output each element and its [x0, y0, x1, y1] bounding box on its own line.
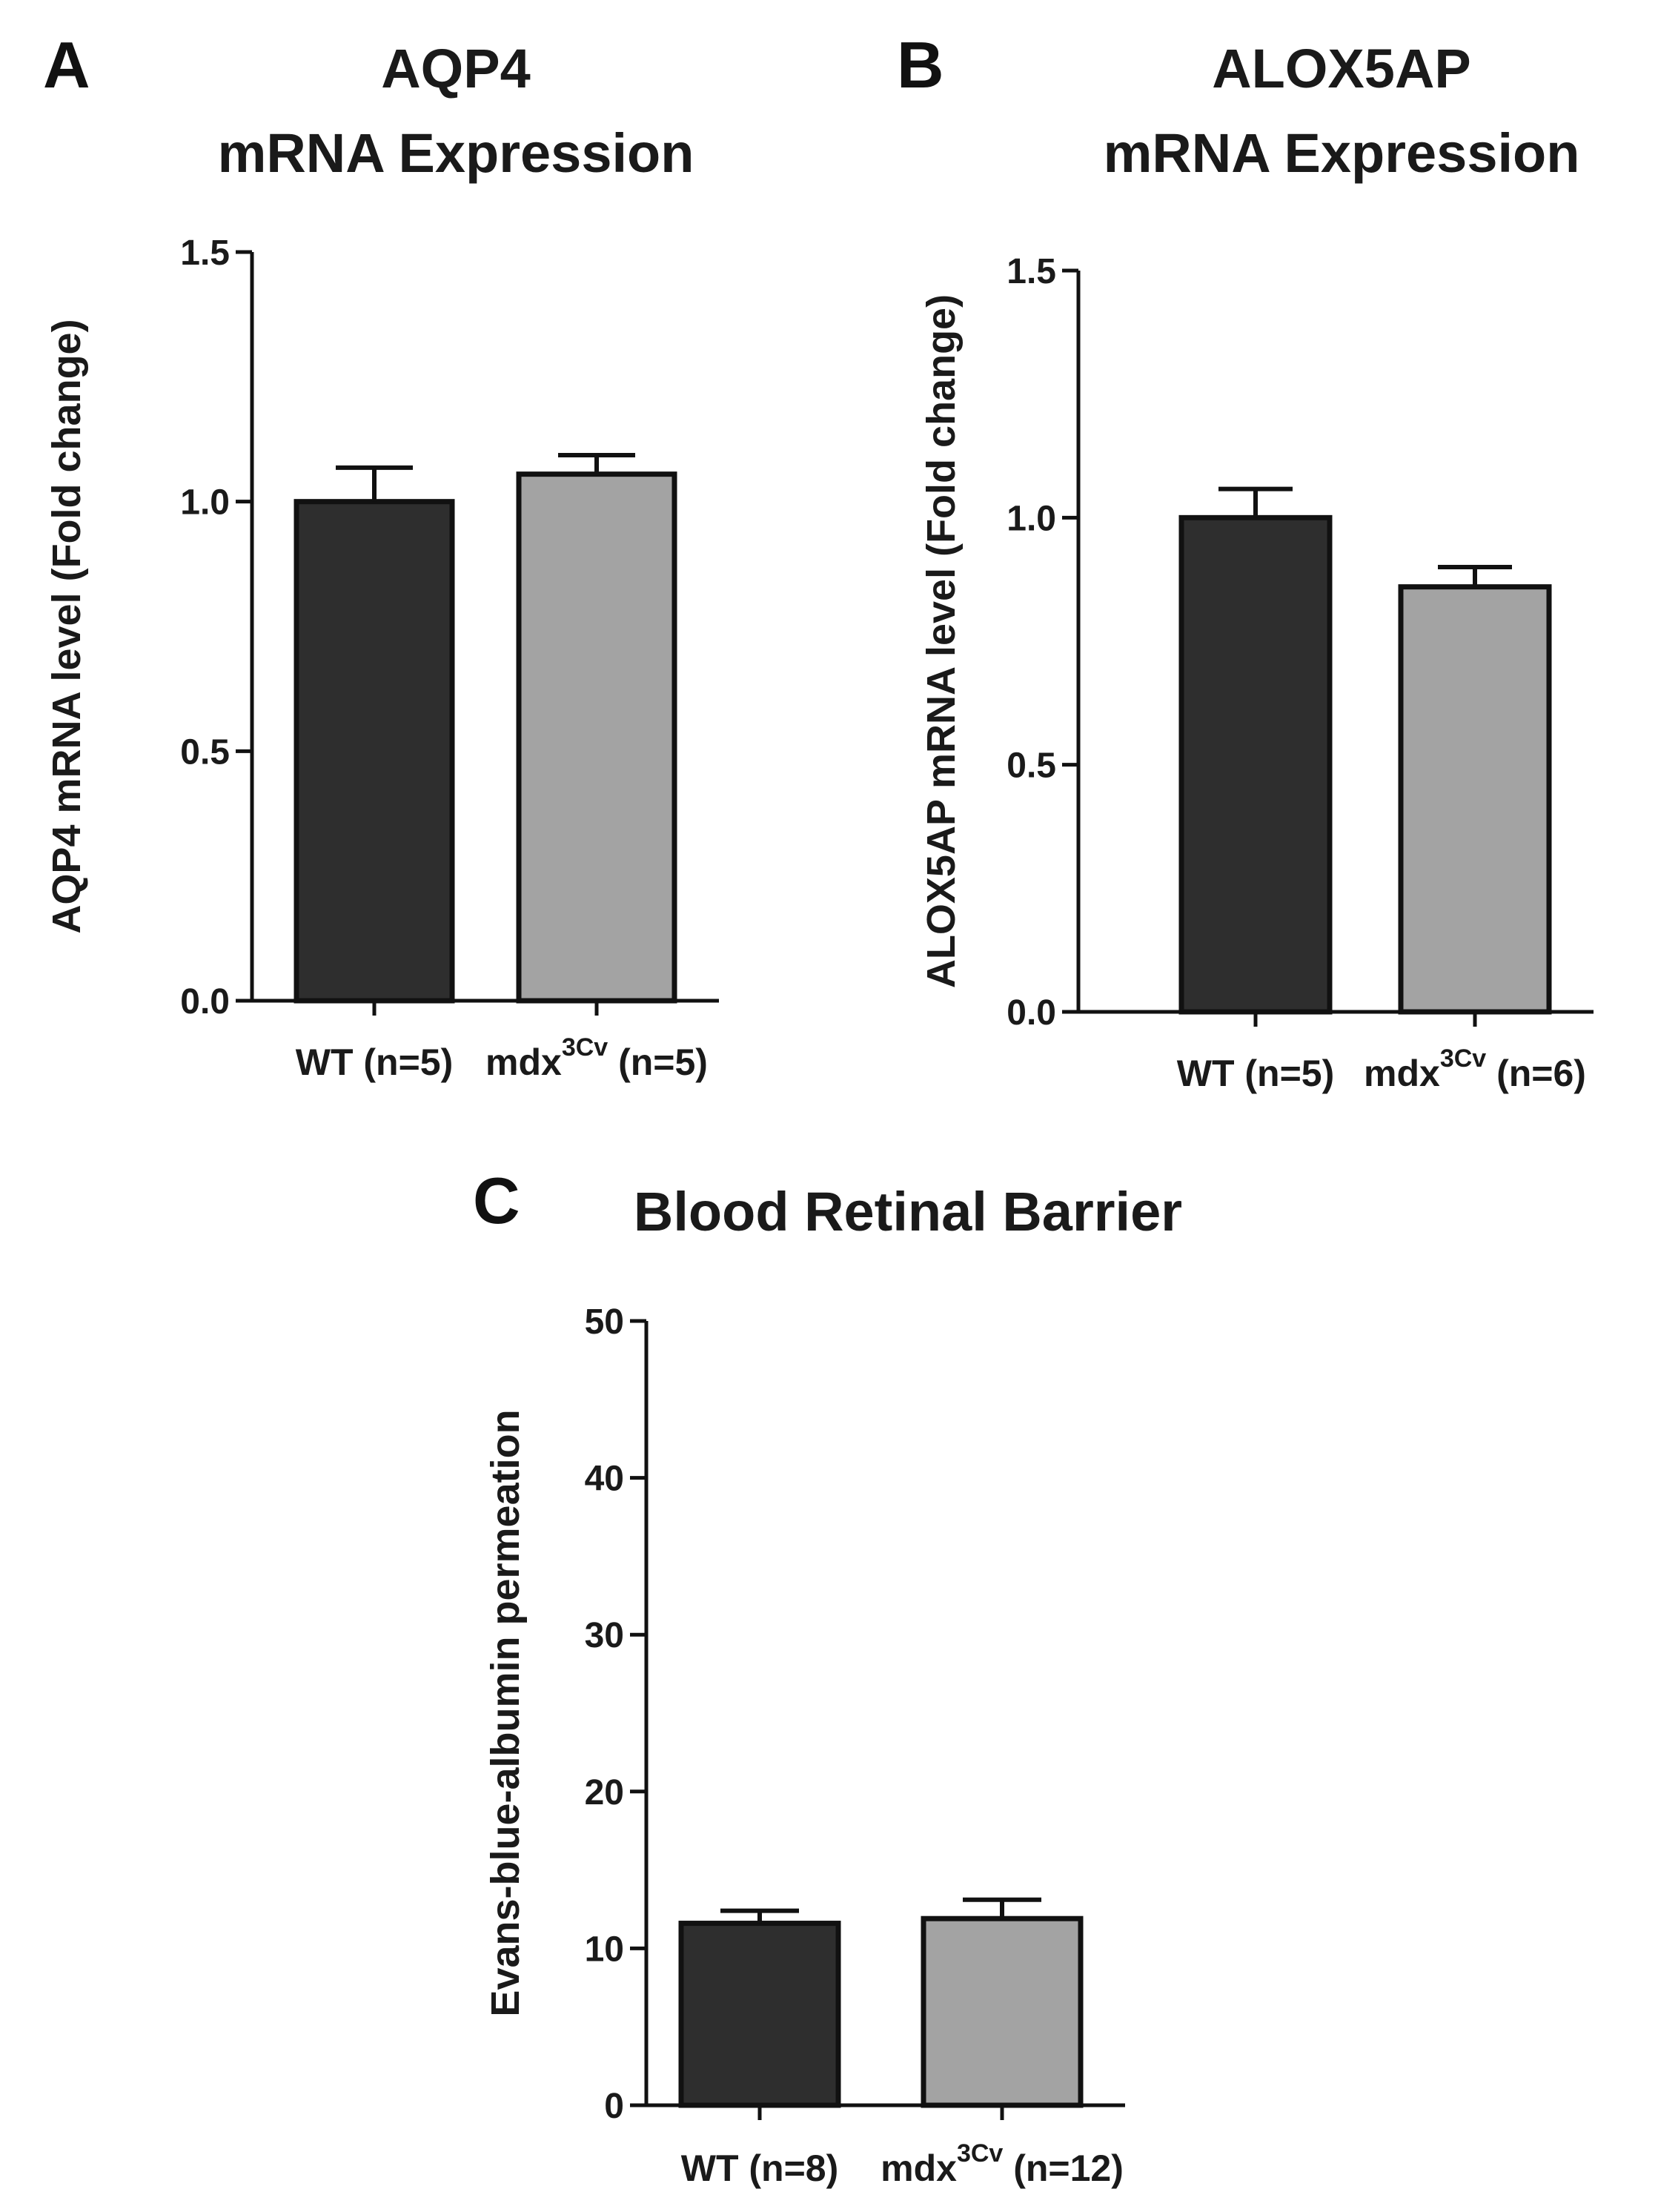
panel-letter: C	[473, 1164, 520, 1237]
x-tick-label: mdx3Cv (n=6)	[1364, 1044, 1586, 1094]
panel-c: C Blood Retinal Barrier Evans-blue-albumin…	[473, 1164, 1182, 2189]
y-axis-title: ALOX5AP mRNA level (Fold change)	[919, 294, 964, 988]
x-tick-label: WT (n=5)	[296, 1042, 453, 1083]
y-tick-label: 40	[585, 1460, 624, 1499]
bar	[1178, 514, 1333, 1015]
y-tick-label: 1.0	[1007, 499, 1056, 538]
y-tick-label: 0.5	[180, 732, 230, 772]
y-tick-label: 1.5	[1007, 252, 1056, 291]
chart-title-line: AQP4	[381, 38, 531, 99]
y-tick-label: 50	[585, 1302, 624, 1342]
x-tick-label: WT (n=8)	[681, 2148, 838, 2189]
y-tick-label: 30	[585, 1616, 624, 1655]
bar	[921, 1915, 1084, 2108]
y-tick-label: 10	[585, 1930, 624, 1969]
y-tick-label: 0.0	[180, 982, 230, 1021]
y-tick-label: 20	[585, 1773, 624, 1812]
panel-letter: A	[43, 28, 90, 102]
bar	[678, 1921, 841, 2108]
y-tick-label: 0.5	[1007, 746, 1056, 786]
chart-title-line: mRNA Expression	[218, 122, 694, 184]
bar	[516, 471, 677, 1004]
panel-letter: B	[897, 28, 944, 102]
chart-title-line: mRNA Expression	[1104, 122, 1580, 184]
panel-a: A AQP4 mRNA Expression AQP4 mRNA level (Fol…	[43, 28, 719, 1083]
x-tick-label: mdx3Cv (n=12)	[881, 2139, 1124, 2189]
chart-title-line: Blood Retinal Barrier	[634, 1181, 1182, 1242]
y-tick-label: 0.0	[1007, 993, 1056, 1033]
x-tick-label: WT (n=5)	[1177, 1053, 1334, 1094]
bar	[294, 499, 455, 1004]
bar	[1398, 584, 1552, 1015]
y-tick-label: 1.0	[180, 483, 230, 523]
y-tick-label: 0	[604, 2087, 624, 2126]
y-tick-label: 1.5	[180, 234, 230, 273]
y-axis-title: AQP4 mRNA level (Fold change)	[44, 319, 89, 933]
chart-title-line: ALOX5AP	[1212, 38, 1471, 99]
y-axis-title: Evans-blue-albumin permeation	[483, 1409, 528, 2016]
x-tick-label: mdx3Cv (n=5)	[485, 1033, 708, 1083]
panel-b: B ALOX5AP mRNA Expression ALOX5AP mRNA leve…	[897, 28, 1594, 1094]
